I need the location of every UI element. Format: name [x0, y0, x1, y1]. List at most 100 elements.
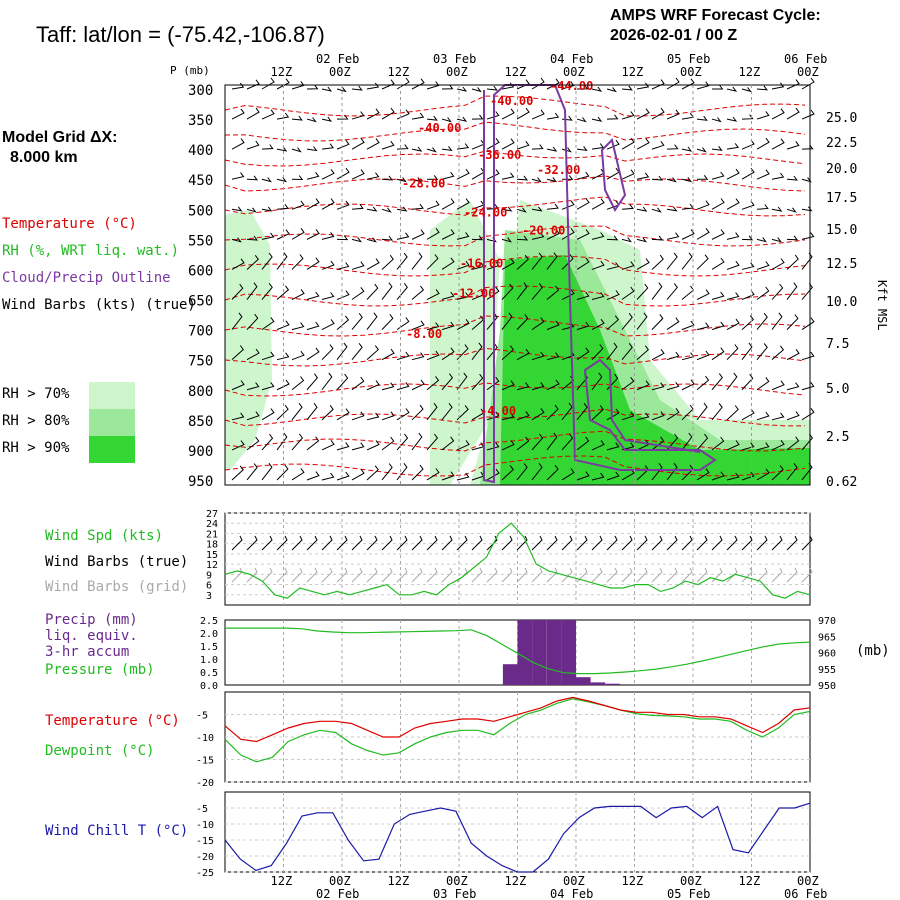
- wind-barb: [561, 433, 574, 451]
- temperature-contour: [224, 430, 806, 452]
- wind-barb: [606, 235, 619, 241]
- wind-barb-grid: [741, 567, 753, 583]
- wind-barb: [771, 345, 785, 361]
- pressure-tick-label: 970: [818, 616, 836, 627]
- wind-barb-grid: [261, 567, 273, 583]
- temperature-contour-label: -32.00: [537, 163, 580, 177]
- pressure-tick-label: 950: [188, 474, 213, 490]
- wind-barb: [306, 198, 320, 210]
- wind-barb: [306, 321, 320, 331]
- wind-barb: [456, 232, 470, 240]
- wind-barb: [291, 322, 305, 331]
- wind-barb: [381, 235, 394, 241]
- wind-barb: [501, 172, 515, 180]
- top-date-label: 06 Feb: [784, 52, 827, 66]
- wind-barb: [306, 117, 317, 123]
- wind-barb: [321, 169, 335, 180]
- wind-barb: [276, 432, 288, 451]
- wind-barb: [531, 283, 543, 300]
- wind-barb-true: [276, 535, 288, 551]
- wind-barb: [291, 228, 305, 240]
- wind-barb: [726, 440, 740, 451]
- wind-barb: [306, 146, 318, 152]
- top-date-label: 04 Feb: [550, 52, 593, 66]
- top-date-label: 05 Feb: [667, 52, 710, 66]
- label-wind-barbs-true: Wind Barbs (true): [45, 554, 189, 570]
- wind-barb: [576, 229, 590, 240]
- wind-barb-true: [306, 535, 318, 551]
- wind-barb: [696, 228, 710, 240]
- wind-barb: [246, 282, 258, 300]
- wind-barb: [426, 350, 440, 361]
- wind-barb: [231, 283, 244, 300]
- legend-rh80-swatch: [89, 409, 135, 436]
- wind-barb: [786, 463, 798, 481]
- wind-barb: [546, 78, 560, 90]
- wind-barb: [306, 84, 319, 90]
- wind-barb: [621, 237, 632, 243]
- wind-barb: [696, 147, 707, 153]
- pressure-axis-title: P (mb): [170, 64, 210, 77]
- temperature-contour: [224, 121, 806, 142]
- wind-barb: [411, 404, 424, 421]
- wind-barb-true: [366, 535, 378, 551]
- pressure-tick-label: 850: [188, 414, 213, 430]
- wind-barb: [666, 177, 677, 183]
- wind-barb: [606, 87, 617, 93]
- pressure-tick-label: 800: [188, 384, 213, 400]
- wind-barb: [291, 147, 302, 153]
- wind-barb: [456, 292, 470, 301]
- wind-barb: [531, 206, 543, 212]
- wind-barb: [336, 114, 349, 120]
- top-hour-label: 00Z: [563, 65, 585, 79]
- wind-barb: [606, 290, 620, 300]
- wind-barb: [501, 283, 514, 300]
- wind-barb: [666, 351, 680, 361]
- wind-barb: [351, 261, 365, 270]
- height-tick-label: 0.62: [826, 475, 857, 490]
- wind-barb: [231, 440, 245, 451]
- height-tick-label: 20.0: [826, 162, 857, 177]
- wind-barb: [411, 252, 423, 270]
- wind-barb: [291, 433, 304, 451]
- wind-barb: [351, 204, 364, 210]
- wind-barb: [591, 472, 605, 481]
- wind-speed-tick-label: 24: [206, 519, 218, 530]
- wind-barb-grid: [531, 567, 543, 583]
- wind-barb: [756, 468, 770, 481]
- wind-barb: [366, 283, 379, 300]
- wind-barb: [636, 206, 648, 212]
- wind-barb: [261, 77, 275, 90]
- wind-barb: [516, 436, 530, 451]
- bottom-date-label: 02 Feb: [316, 887, 359, 900]
- wind-barb: [606, 167, 620, 180]
- wind-barb: [336, 442, 350, 451]
- wind-barb-grid: [666, 567, 678, 583]
- wind-barb: [696, 289, 710, 300]
- wind-barb: [756, 343, 768, 360]
- wind-barb: [666, 283, 678, 300]
- wind-barb: [666, 144, 679, 150]
- wind-barb: [591, 344, 604, 361]
- wind-barb: [756, 137, 770, 150]
- wind-barb-grid: [636, 567, 648, 583]
- wind-barb: [321, 472, 335, 481]
- top-hour-label: 12Z: [622, 65, 644, 79]
- wind-barb: [381, 314, 394, 330]
- wind-barb: [531, 351, 545, 361]
- wind-barb: [456, 86, 468, 92]
- wind-barb: [696, 175, 709, 180]
- wind-barb: [516, 207, 527, 213]
- wind-barb: [711, 471, 725, 481]
- wind-barb: [606, 139, 620, 150]
- wind-speed-tick-label: 12: [206, 560, 218, 571]
- wind-barb: [606, 262, 620, 270]
- temperature-contour: [224, 150, 806, 167]
- wind-barb-true: [711, 535, 723, 551]
- wind-barb: [276, 204, 289, 210]
- wind-barb: [786, 349, 800, 361]
- wind-barb: [471, 373, 484, 391]
- precip-tick-label: 1.0: [200, 655, 218, 666]
- wind-barb: [546, 252, 558, 270]
- wind-barb: [546, 464, 559, 481]
